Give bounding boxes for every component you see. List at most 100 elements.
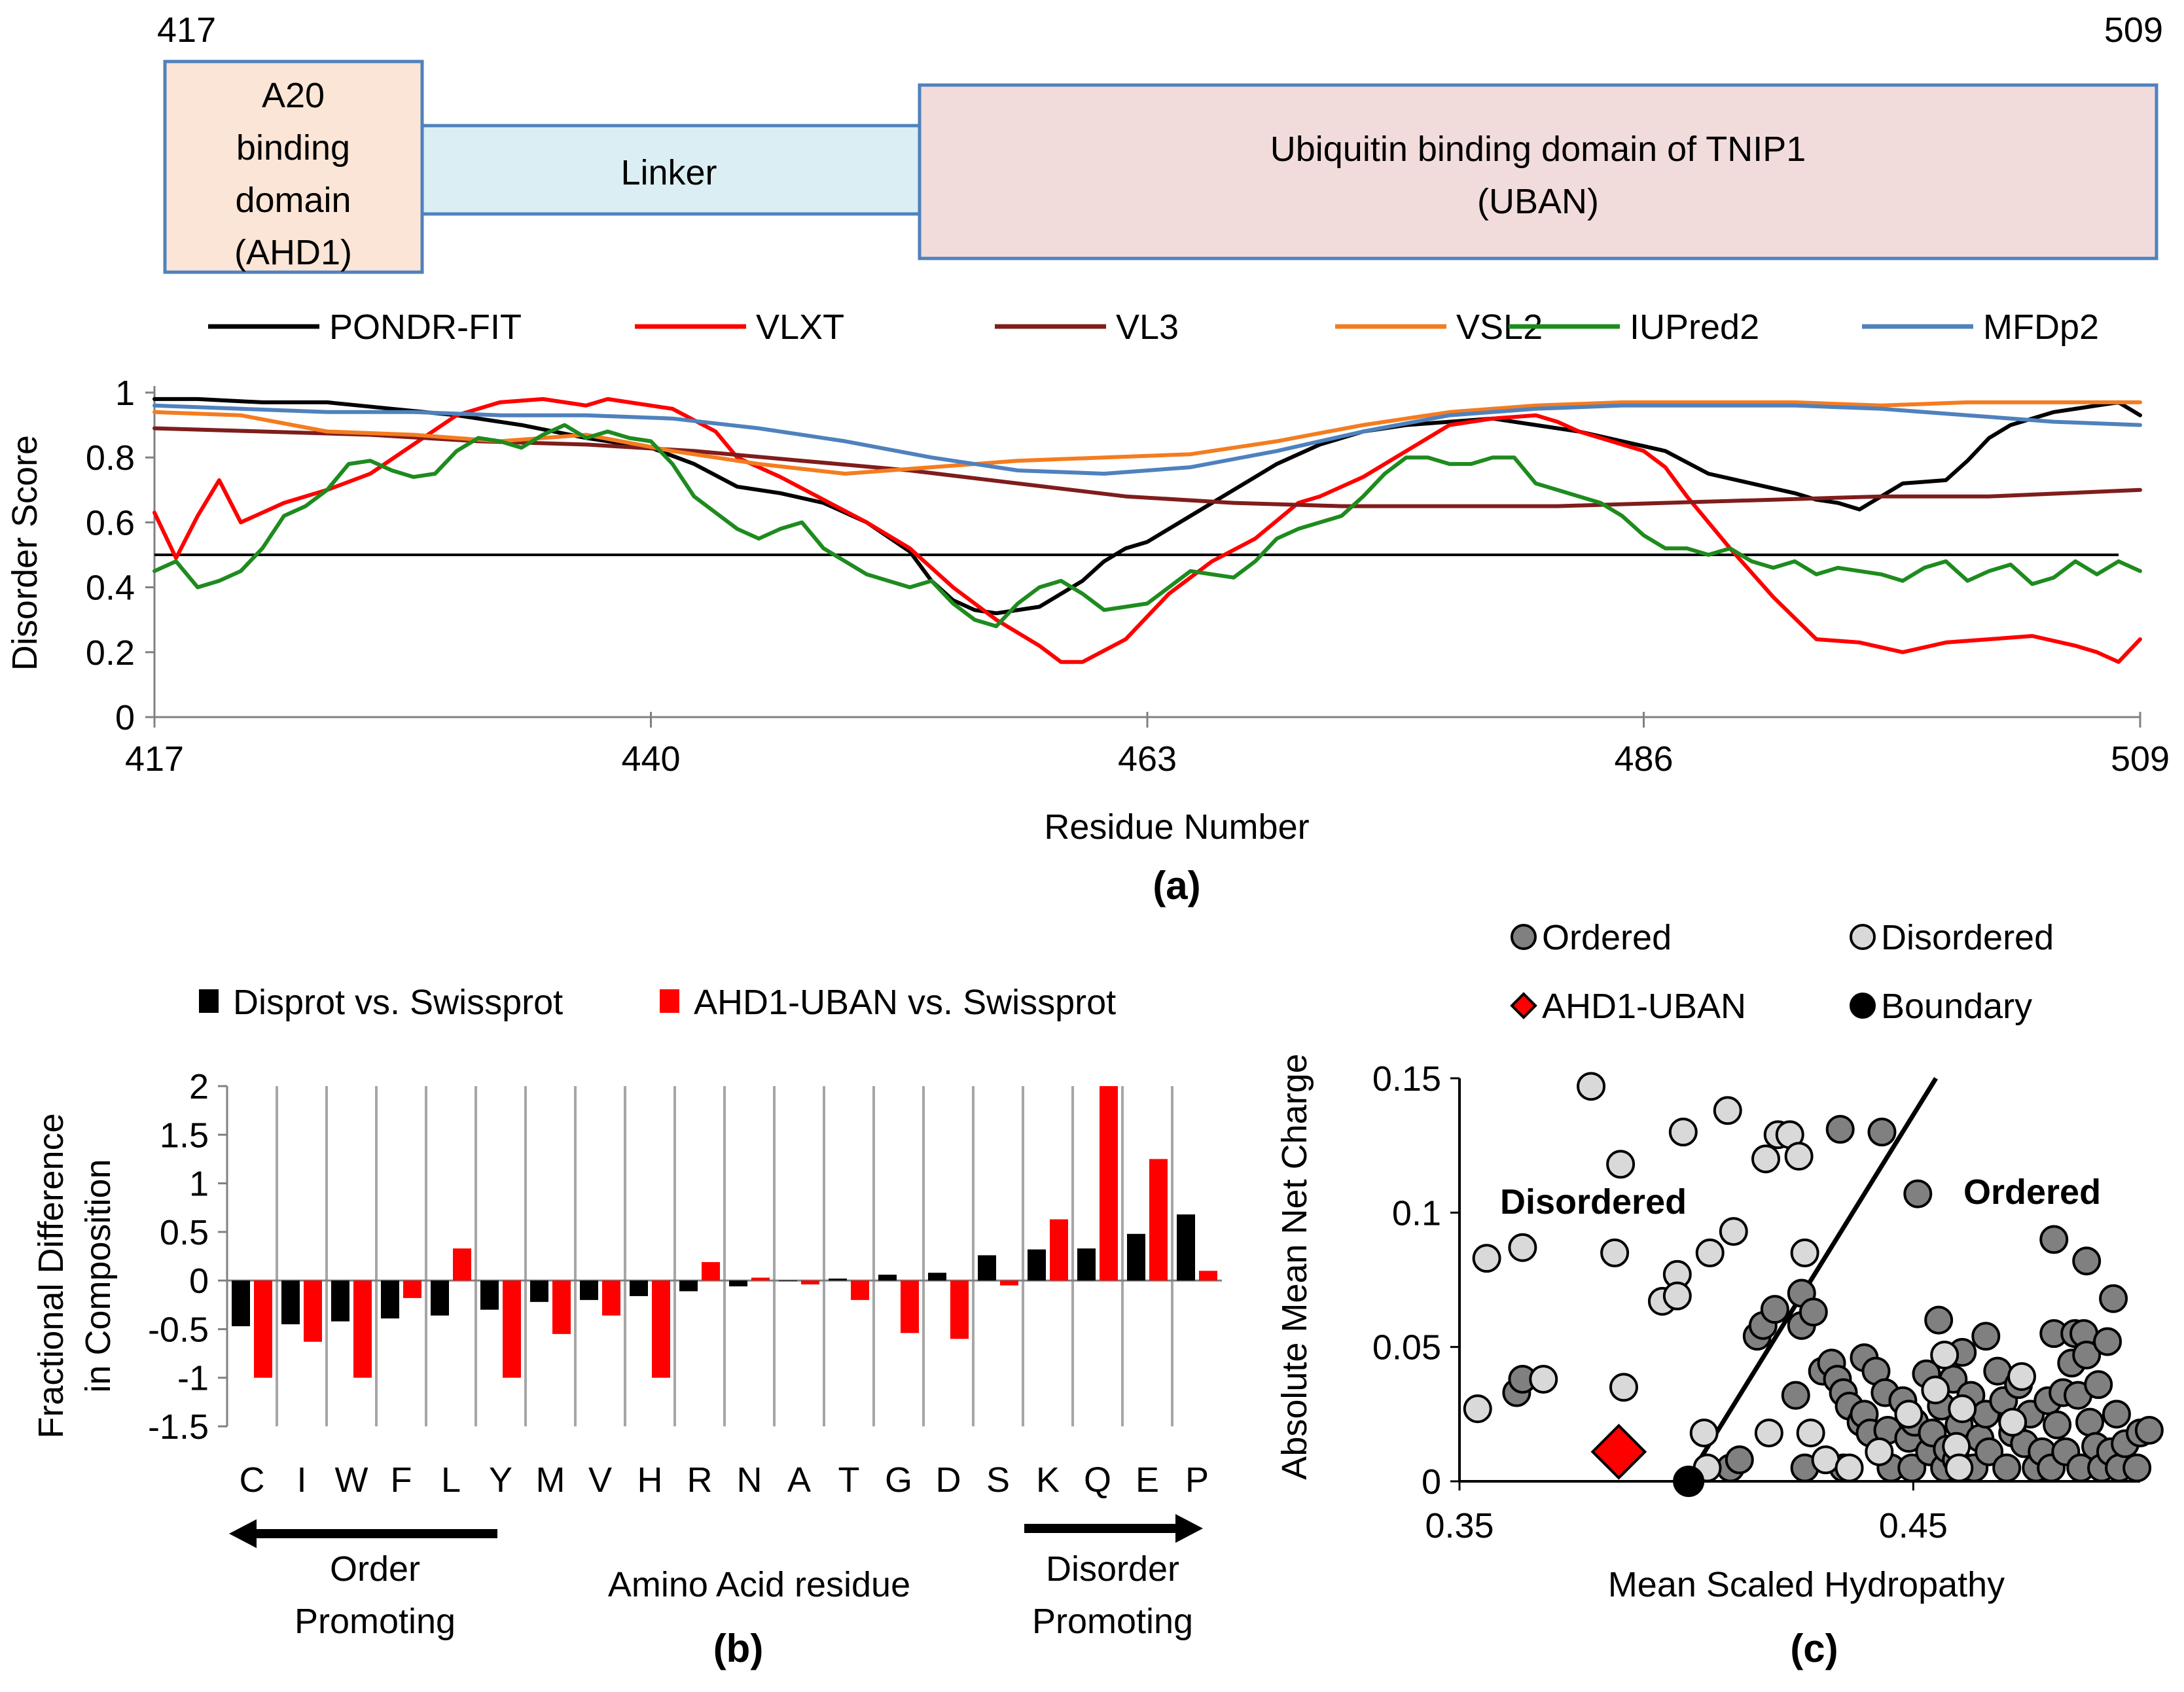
chart-c-point bbox=[1713, 1096, 1742, 1125]
chart-b-bar bbox=[751, 1277, 770, 1281]
chart-b-axes: -1.5 -1 -0.5 0 0.5 1 1.5 2 C I W F L Y M V H R N A T G D S K Q E P bbox=[148, 1067, 1222, 1500]
chart-b-bar bbox=[304, 1280, 322, 1342]
chart-c-point bbox=[1472, 1244, 1501, 1273]
chart-b-bar bbox=[254, 1280, 272, 1378]
chart-a-legend-label: VL3 bbox=[1116, 308, 1179, 347]
chart-b-caption: (b) bbox=[713, 1627, 764, 1670]
chart-a-axes: 0 0.2 0.4 0.6 0.8 1 417 440 463 486 509 bbox=[86, 374, 2170, 779]
chart-c-point bbox=[1760, 1295, 1789, 1324]
chart-b-bar bbox=[453, 1248, 471, 1281]
chart-c-legend-label: AHD1-UBAN bbox=[1542, 987, 1746, 1026]
chart-c-point bbox=[1751, 1144, 1780, 1174]
disorder-promoting-label-2: Promoting bbox=[1032, 1602, 1193, 1641]
chart-b-category-label: S bbox=[986, 1460, 1010, 1500]
chart-b-bar bbox=[1050, 1219, 1068, 1281]
chart-b-bar bbox=[431, 1280, 449, 1316]
chart-b-legend-swatch bbox=[660, 989, 679, 1013]
chart-b-bar bbox=[480, 1280, 499, 1310]
chart-a-series bbox=[152, 397, 2142, 664]
chart-a-ytick-label: 0.8 bbox=[86, 438, 135, 478]
chart-b-bar bbox=[878, 1275, 897, 1281]
charge-hydropathy-scatter: Ordered Disordered AHD1-UBAN Boundary 0 0.05… bbox=[1275, 918, 2164, 1670]
chart-b-legend-swatch bbox=[199, 989, 219, 1013]
chart-c-point bbox=[1784, 1142, 1814, 1171]
chart-c-boundary-line bbox=[1684, 1077, 1938, 1483]
chart-b-bar bbox=[829, 1278, 847, 1281]
chart-c-point bbox=[1930, 1340, 1960, 1369]
chart-c-legend-marker bbox=[1511, 924, 1537, 950]
chart-a-ytick-label: 0 bbox=[115, 698, 135, 737]
chart-c-point bbox=[1948, 1394, 1977, 1424]
chart-b-ylabel-1: Fractional Difference bbox=[31, 1113, 71, 1438]
order-promoting-label-2: Promoting bbox=[295, 1602, 456, 1641]
order-promoting-label-1: Order bbox=[330, 1549, 420, 1589]
domain-map: 417 509 A20 binding domain (AHD1) Linker… bbox=[157, 10, 2163, 274]
chart-c-point bbox=[1924, 1305, 1954, 1335]
chart-c-point bbox=[1894, 1400, 1924, 1429]
chart-b-legend-label: AHD1-UBAN vs. Swissprot bbox=[694, 983, 1116, 1022]
chart-b-category-label: A bbox=[787, 1460, 811, 1500]
chart-b-bar bbox=[801, 1280, 819, 1285]
chart-b-bar bbox=[1077, 1248, 1096, 1281]
chart-c-point bbox=[1529, 1364, 1558, 1394]
chart-b-bars bbox=[232, 1086, 1217, 1378]
chart-b-category-label: F bbox=[391, 1460, 412, 1500]
chart-c-point bbox=[1799, 1297, 1828, 1327]
chart-a-xtick-label: 486 bbox=[1614, 739, 1673, 779]
chart-a-legend: PONDR-FIT VLXT VL3 VSL2 IUPred2 MFDp2 bbox=[208, 308, 2099, 347]
chart-b-category-label: K bbox=[1036, 1460, 1060, 1500]
chart-b-bar bbox=[630, 1280, 648, 1296]
domain-end-label: 509 bbox=[2104, 10, 2163, 50]
chart-a-xtick-label: 509 bbox=[2111, 739, 2170, 779]
chart-b-category-label: H bbox=[637, 1460, 663, 1500]
chart-c-ytick-label: 0.1 bbox=[1392, 1193, 1441, 1233]
chart-a-ylabel: Disorder Score bbox=[5, 435, 45, 671]
chart-b-bar bbox=[702, 1261, 720, 1281]
chart-b-bar bbox=[652, 1280, 670, 1378]
chart-c-point bbox=[1725, 1445, 1754, 1475]
chart-b-bar bbox=[580, 1280, 598, 1300]
chart-b-bar bbox=[978, 1255, 996, 1281]
region-label-disordered: Disordered bbox=[1500, 1182, 1687, 1222]
chart-c-ytick-label: 0.05 bbox=[1372, 1328, 1441, 1367]
chart-c-legend-label: Disordered bbox=[1881, 918, 2054, 957]
chart-b-bar bbox=[403, 1280, 421, 1298]
chart-b-bar bbox=[779, 1280, 797, 1282]
domain-box-ahd1 bbox=[163, 60, 424, 274]
chart-a-series-line bbox=[152, 423, 2142, 629]
chart-b-bar bbox=[353, 1280, 372, 1378]
order-promoting-arrowhead bbox=[229, 1519, 257, 1548]
chart-c-point bbox=[1577, 1072, 1606, 1101]
disorder-line-chart: PONDR-FIT VLXT VL3 VSL2 IUPred2 MFDp2 00.20.4… bbox=[5, 308, 2170, 908]
chart-c-point bbox=[1835, 1453, 1864, 1483]
chart-c-point bbox=[1865, 1437, 1894, 1466]
chart-a-series-line bbox=[152, 397, 2142, 616]
chart-b-bar bbox=[1028, 1249, 1046, 1281]
chart-c-point bbox=[1463, 1394, 1492, 1424]
chart-c-point bbox=[1790, 1238, 1819, 1267]
chart-c-point bbox=[1921, 1375, 1950, 1405]
chart-c-point bbox=[1668, 1118, 1698, 1147]
chart-c-point bbox=[1754, 1419, 1783, 1448]
chart-c-point bbox=[2039, 1225, 2069, 1254]
chart-b-category-label: M bbox=[536, 1460, 565, 1500]
chart-c-point bbox=[1719, 1217, 1748, 1246]
chart-b-bar bbox=[530, 1280, 548, 1302]
chart-b-bar bbox=[950, 1280, 969, 1339]
chart-b-category-label: G bbox=[885, 1460, 912, 1500]
chart-b-ytick-label: 1.5 bbox=[160, 1116, 209, 1155]
chart-c-point bbox=[1673, 1466, 1705, 1497]
chart-b-bar bbox=[1127, 1233, 1145, 1281]
chart-c-point bbox=[1796, 1419, 1825, 1448]
chart-c-point bbox=[1992, 1453, 2022, 1483]
chart-c-point bbox=[2043, 1410, 2072, 1439]
chart-c-point bbox=[1508, 1233, 1537, 1262]
chart-b-bar bbox=[1177, 1214, 1195, 1281]
chart-c-xtick-label: 0.35 bbox=[1425, 1506, 1494, 1545]
chart-b-xlabel: Amino Acid residue bbox=[608, 1565, 910, 1604]
chart-c-legend-marker bbox=[1510, 992, 1537, 1019]
chart-c-axes: 0 0.05 0.1 0.15 0.35 0.45 bbox=[1372, 1059, 2140, 1545]
chart-b-bar bbox=[901, 1280, 919, 1333]
chart-b-bar bbox=[679, 1280, 698, 1292]
